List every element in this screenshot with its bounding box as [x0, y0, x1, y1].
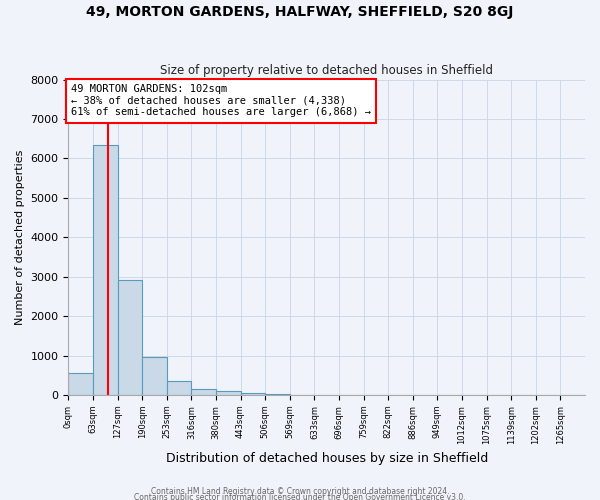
- Title: Size of property relative to detached houses in Sheffield: Size of property relative to detached ho…: [160, 64, 493, 77]
- Bar: [241, 393, 265, 395]
- X-axis label: Distribution of detached houses by size in Sheffield: Distribution of detached houses by size …: [166, 452, 488, 465]
- Text: Contains HM Land Registry data © Crown copyright and database right 2024.: Contains HM Land Registry data © Crown c…: [151, 487, 449, 496]
- Text: Contains public sector information licensed under the Open Government Licence v3: Contains public sector information licen…: [134, 492, 466, 500]
- Bar: [167, 381, 191, 395]
- Bar: [68, 373, 93, 395]
- Bar: [191, 388, 216, 395]
- Bar: [93, 144, 118, 395]
- Bar: [216, 392, 241, 395]
- Y-axis label: Number of detached properties: Number of detached properties: [15, 150, 25, 325]
- Bar: [265, 394, 290, 395]
- Text: 49 MORTON GARDENS: 102sqm
← 38% of detached houses are smaller (4,338)
61% of se: 49 MORTON GARDENS: 102sqm ← 38% of detac…: [71, 84, 371, 117]
- Bar: [118, 280, 142, 395]
- Bar: [142, 356, 167, 395]
- Text: 49, MORTON GARDENS, HALFWAY, SHEFFIELD, S20 8GJ: 49, MORTON GARDENS, HALFWAY, SHEFFIELD, …: [86, 5, 514, 19]
